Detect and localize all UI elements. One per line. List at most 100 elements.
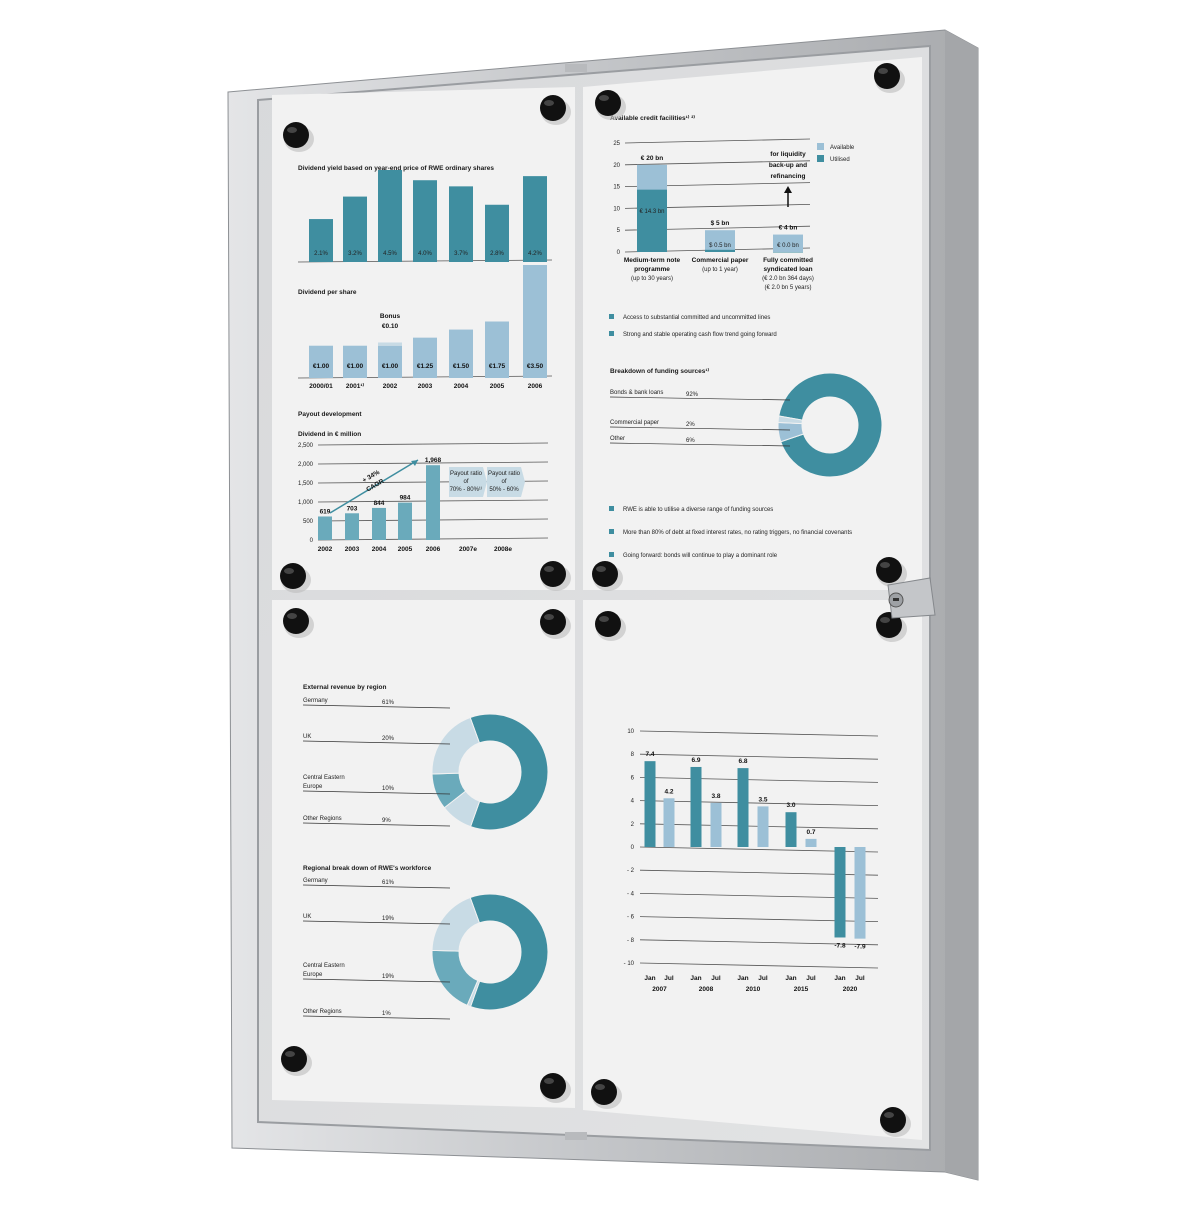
data-label: 4.2 (664, 788, 673, 795)
total-label: € 20 bn (641, 155, 663, 162)
payout-ratio-label: Payout ratio (450, 471, 483, 477)
bar (413, 337, 437, 378)
gridline (624, 160, 811, 166)
y-tick-label: - 8 (627, 938, 635, 944)
magnet-highlight (544, 566, 554, 572)
magnet-highlight (880, 617, 890, 623)
x-tick-label: 2005 (490, 383, 505, 390)
slice-label: UK (303, 734, 311, 740)
data-label: 3.5 (758, 796, 767, 803)
magnets (280, 63, 911, 1137)
available-bar (705, 230, 735, 252)
data-label: €1.50 (453, 363, 470, 370)
donut-slice (469, 713, 549, 831)
lock-housing[interactable] (887, 577, 936, 619)
data-label: 2.8% (490, 251, 504, 257)
magnet-highlight (285, 1051, 295, 1057)
leader-line (302, 822, 451, 827)
data-label: 3.0 (786, 802, 795, 809)
magnet-highlight (544, 100, 554, 106)
data-label: 3.2% (348, 251, 362, 257)
x-tick-label: Jan (644, 975, 655, 982)
x-tick-label: 2007e (459, 546, 477, 553)
x-tick-label: 2002 (383, 383, 398, 390)
bar (318, 516, 332, 540)
legend-label: Utilised (830, 157, 850, 163)
magnet-highlight (599, 616, 609, 622)
bullet-text: Access to substantial committed and unco… (623, 315, 770, 321)
bar (378, 345, 402, 378)
x-tick-label: 2005 (398, 546, 413, 553)
x-tick-label: Jan (834, 975, 845, 982)
slice-label: Bonds & bank loans (610, 390, 663, 396)
y-tick-label: 25 (613, 141, 620, 147)
bonus-bar-segment (378, 342, 402, 346)
bar (523, 265, 547, 378)
magnet (540, 1073, 566, 1099)
bottom-hinge (565, 1132, 587, 1140)
gridline (639, 800, 879, 806)
data-label: €1.25 (417, 363, 434, 370)
data-label: 7.4 (645, 751, 654, 758)
x-tick-label: 2003 (345, 546, 360, 553)
category-label: syndicated loan (763, 266, 812, 273)
bar (345, 513, 359, 540)
utilised-label: $ 0.5 bn (709, 243, 731, 249)
x-tick-label: 2004 (372, 546, 387, 553)
slice-value: 61% (382, 880, 395, 886)
chart-title: External revenue by region (303, 684, 386, 691)
x-tick-label: 2008e (494, 546, 512, 553)
donut-slice (469, 893, 549, 1011)
chart-title: Dividend per share (298, 289, 357, 296)
data-label: 6.8 (738, 758, 747, 765)
door-lock[interactable] (887, 577, 936, 619)
slice-value: 6% (686, 438, 695, 444)
annotation-label: for liquidity (770, 151, 806, 158)
x-tick-label: Jan (737, 975, 748, 982)
y-tick-label: 0 (310, 538, 314, 544)
utilised-bar (637, 189, 667, 252)
payout-ratio-box (487, 467, 525, 497)
x-tick-label: 2003 (418, 383, 433, 390)
magnet (591, 1079, 617, 1105)
magnet (880, 1107, 906, 1133)
magnet-highlight (880, 562, 890, 568)
top-hinge (565, 64, 587, 72)
magnet-highlight (595, 1084, 605, 1090)
y-tick-label: 10 (627, 729, 634, 735)
bar (309, 345, 333, 378)
y-tick-label: 0 (631, 845, 635, 851)
magnet (592, 561, 618, 587)
y-tick-label: 20 (613, 163, 620, 169)
magnet (283, 122, 309, 148)
slice-label: Germany (303, 878, 328, 884)
data-label: 4.5% (383, 251, 397, 257)
leader-line (302, 704, 451, 709)
x-tick-label: Jul (855, 975, 865, 982)
bar (378, 170, 402, 262)
chart-title: Available credit facilities¹⁾ ²⁾ (610, 114, 695, 122)
y-tick-label: 1,500 (298, 481, 314, 487)
magnet-highlight (884, 1112, 894, 1118)
data-label: 3.7% (454, 251, 468, 257)
bar (426, 465, 440, 540)
magnet (281, 1046, 307, 1072)
bar (413, 180, 437, 262)
bar (523, 176, 547, 262)
data-label: 1,968 (425, 457, 442, 464)
cagr-arrowhead (411, 460, 418, 466)
bonus-annotation: Bonus (380, 313, 401, 320)
x-tick-label: Jul (758, 975, 768, 982)
magnet-highlight (544, 1078, 554, 1084)
donut-slice (431, 896, 481, 952)
bullet-text: RWE is able to utilise a diverse range o… (623, 507, 773, 513)
slice-value: 92% (686, 392, 699, 398)
y-tick-label: 0 (617, 250, 621, 256)
data-label: -7.8 (834, 942, 846, 949)
donut-slice (777, 415, 804, 425)
payout-ratio-box (449, 467, 487, 497)
bar (398, 502, 412, 540)
data-label: 4.0% (418, 251, 432, 257)
category-label: (up to 1 year) (702, 267, 738, 273)
donut-slice (431, 716, 481, 775)
